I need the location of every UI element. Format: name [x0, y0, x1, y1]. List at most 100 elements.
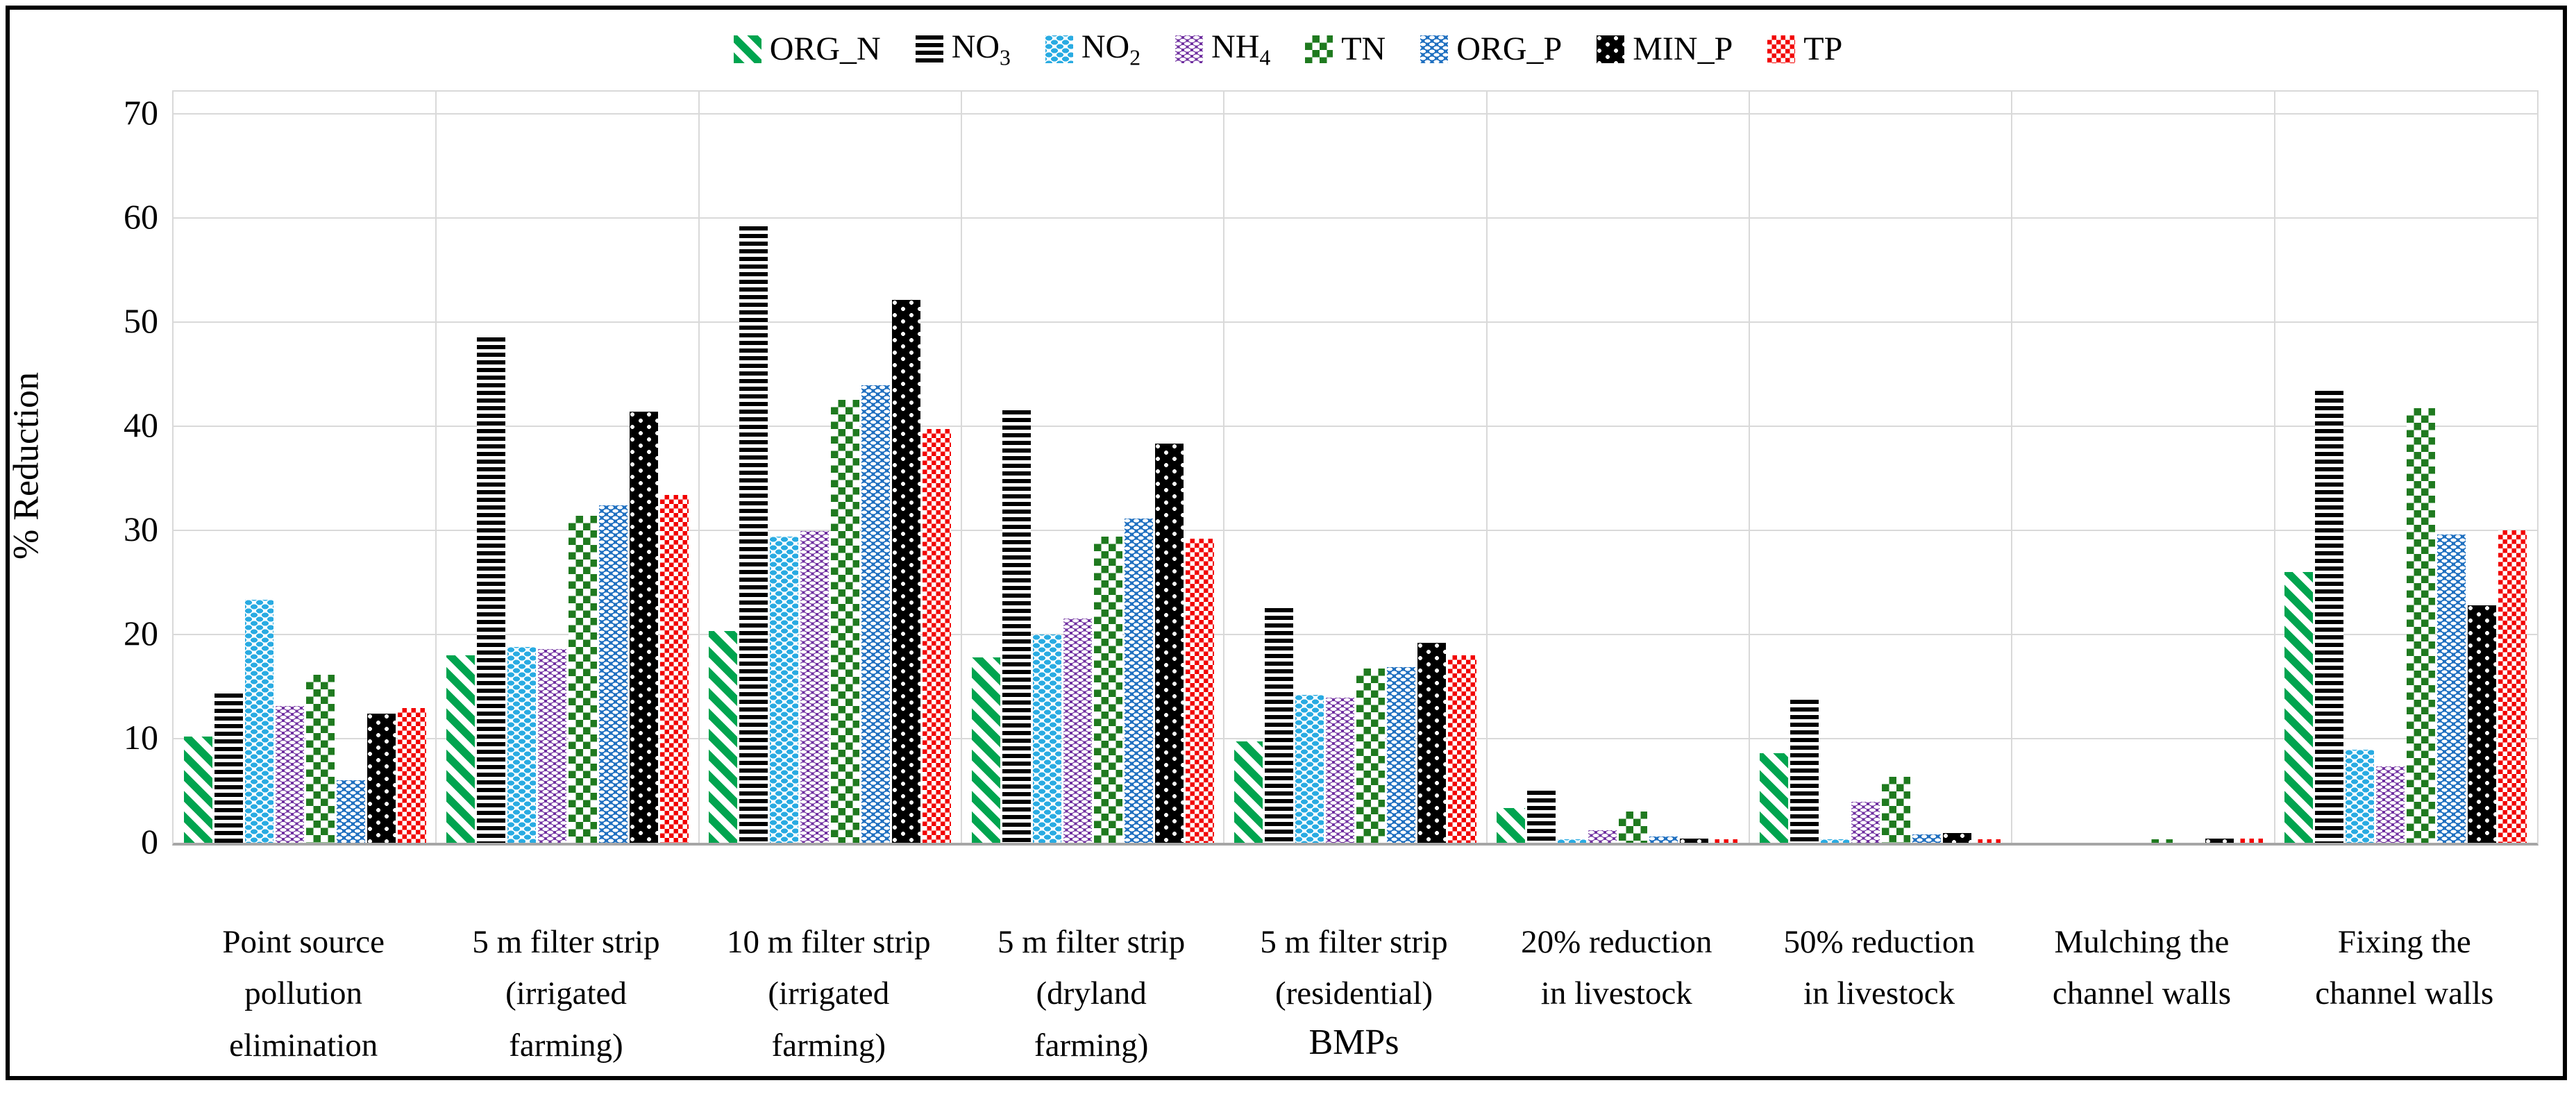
gridline-x-3 [961, 92, 962, 843]
bar-nh4-cat4 [1063, 619, 1092, 843]
bar-nh4-cat2 [537, 649, 566, 843]
bar-tp-cat5 [1447, 655, 1476, 843]
legend-item-no3: NO3 [915, 28, 1011, 71]
bar-tn-cat8 [2144, 839, 2173, 843]
bar-group-1 [174, 92, 436, 843]
bar-tp-cat2 [659, 495, 689, 843]
legend-item-min_p: MIN_P [1597, 30, 1733, 68]
gridline-y-40 [174, 426, 2537, 427]
chart-legend: ORG_N NO3 NO2 NH4 TN ORG_P MIN_P TP [0, 28, 2576, 71]
bar-group-6 [1487, 92, 1749, 843]
bar-no3-cat7 [1790, 700, 1819, 843]
bar-tp-cat3 [923, 429, 952, 843]
legend-swatch-org_p [1420, 35, 1449, 63]
gridline-x-4 [1223, 92, 1225, 843]
legend-item-tn: TN [1305, 30, 1386, 68]
legend-label-tn: TN [1341, 31, 1386, 68]
bar-min_p-cat2 [629, 412, 658, 843]
bar-tp-cat4 [1185, 539, 1214, 843]
y-tick-label-70: 70 [124, 93, 158, 132]
gridline-y-30 [174, 530, 2537, 531]
bar-org_n-cat1 [183, 737, 212, 843]
legend-swatch-nh4 [1175, 35, 1204, 63]
legend-label-min_p: MIN_P [1633, 31, 1733, 68]
bar-nh4-cat5 [1325, 698, 1354, 843]
gridline-x-2 [698, 92, 700, 843]
y-tick-label-20: 20 [124, 614, 158, 653]
bar-group-9 [2275, 92, 2537, 843]
y-tick-label-0: 0 [141, 822, 158, 861]
legend-item-nh4: NH4 [1175, 28, 1270, 71]
legend-label-no3: NO3 [951, 28, 1011, 70]
category-label-1: Point source pollution elimination [222, 924, 385, 1064]
bar-min_p-cat5 [1417, 643, 1446, 843]
bar-org_p-cat7 [1912, 834, 1941, 843]
bar-nh4-cat7 [1851, 802, 1880, 843]
bar-org_p-cat9 [2437, 535, 2466, 843]
bar-org_n-cat7 [1759, 753, 1788, 843]
bar-tn-cat1 [305, 675, 335, 843]
legend-item-org_p: ORG_P [1420, 30, 1562, 68]
category-label-8: Mulching the channel walls [2052, 924, 2232, 1012]
bar-org_n-cat2 [446, 655, 475, 843]
bar-tp-cat7 [1973, 839, 2002, 843]
legend-label-no2: NO2 [1081, 28, 1141, 70]
bar-org_n-cat3 [709, 631, 738, 843]
legend-item-tp: TP [1767, 30, 1842, 68]
legend-swatch-tp [1767, 35, 1796, 63]
bar-tn-cat9 [2407, 408, 2436, 843]
gridline-x-6 [1749, 92, 1750, 843]
y-tick-label-30: 30 [124, 510, 158, 548]
category-label-4: 5 m filter strip (dryland farming) [997, 924, 1186, 1064]
bar-tp-cat1 [397, 708, 426, 843]
bar-group-5 [1224, 92, 1486, 843]
gridline-y-60 [174, 217, 2537, 219]
bar-no3-cat9 [2315, 391, 2344, 843]
legend-swatch-org_n [733, 35, 761, 63]
bar-groups [174, 92, 2537, 843]
x-axis-title: BMPs [1308, 1023, 1399, 1062]
bar-group-8 [2012, 92, 2274, 843]
legend-swatch-tn [1305, 35, 1333, 63]
bar-tn-cat5 [1356, 669, 1385, 843]
bar-group-7 [1749, 92, 2012, 843]
legend-label-nh4: NH4 [1211, 28, 1271, 70]
bar-min_p-cat9 [2468, 605, 2497, 843]
gridline-y-50 [174, 321, 2537, 323]
legend-swatch-no2 [1045, 35, 1073, 63]
plot-area [172, 90, 2539, 846]
bar-no3-cat3 [739, 226, 768, 843]
legend-swatch-no3 [915, 35, 943, 63]
bar-no2-cat6 [1558, 839, 1587, 843]
bar-min_p-cat1 [367, 714, 396, 843]
bar-no3-cat4 [1002, 410, 1031, 843]
bar-tp-cat8 [2235, 839, 2264, 843]
gridline-x-8 [2273, 92, 2275, 843]
bar-no2-cat4 [1032, 634, 1061, 843]
bar-nh4-cat3 [800, 531, 830, 843]
y-tick-label-50: 50 [124, 301, 158, 340]
bar-group-3 [699, 92, 961, 843]
bar-min_p-cat7 [1942, 833, 1971, 843]
category-label-2: 5 m filter strip (irrigated farming) [472, 924, 660, 1064]
gridline-x-7 [2011, 92, 2013, 843]
gridline-x-1 [435, 92, 437, 843]
gridline-y-70 [174, 113, 2537, 115]
legend-label-org_n: ORG_N [769, 31, 881, 68]
bar-org_n-cat9 [2284, 572, 2314, 843]
bar-tn-cat3 [831, 400, 860, 843]
bar-org_n-cat4 [971, 657, 1000, 843]
bar-min_p-cat4 [1154, 444, 1184, 843]
gridline-y-10 [174, 738, 2537, 739]
legend-label-org_p: ORG_P [1456, 31, 1563, 68]
bar-min_p-cat6 [1680, 839, 1709, 843]
bar-org_p-cat3 [861, 385, 891, 843]
bar-no2-cat7 [1820, 839, 1849, 843]
bar-no2-cat5 [1295, 695, 1324, 843]
x-axis-category-labels: Point source pollution elimination 5 m filt… [172, 916, 2536, 1071]
y-tick-label-60: 60 [124, 197, 158, 236]
bar-no2-cat1 [244, 600, 273, 843]
bar-tp-cat9 [2498, 530, 2527, 843]
bar-min_p-cat8 [2205, 839, 2234, 843]
